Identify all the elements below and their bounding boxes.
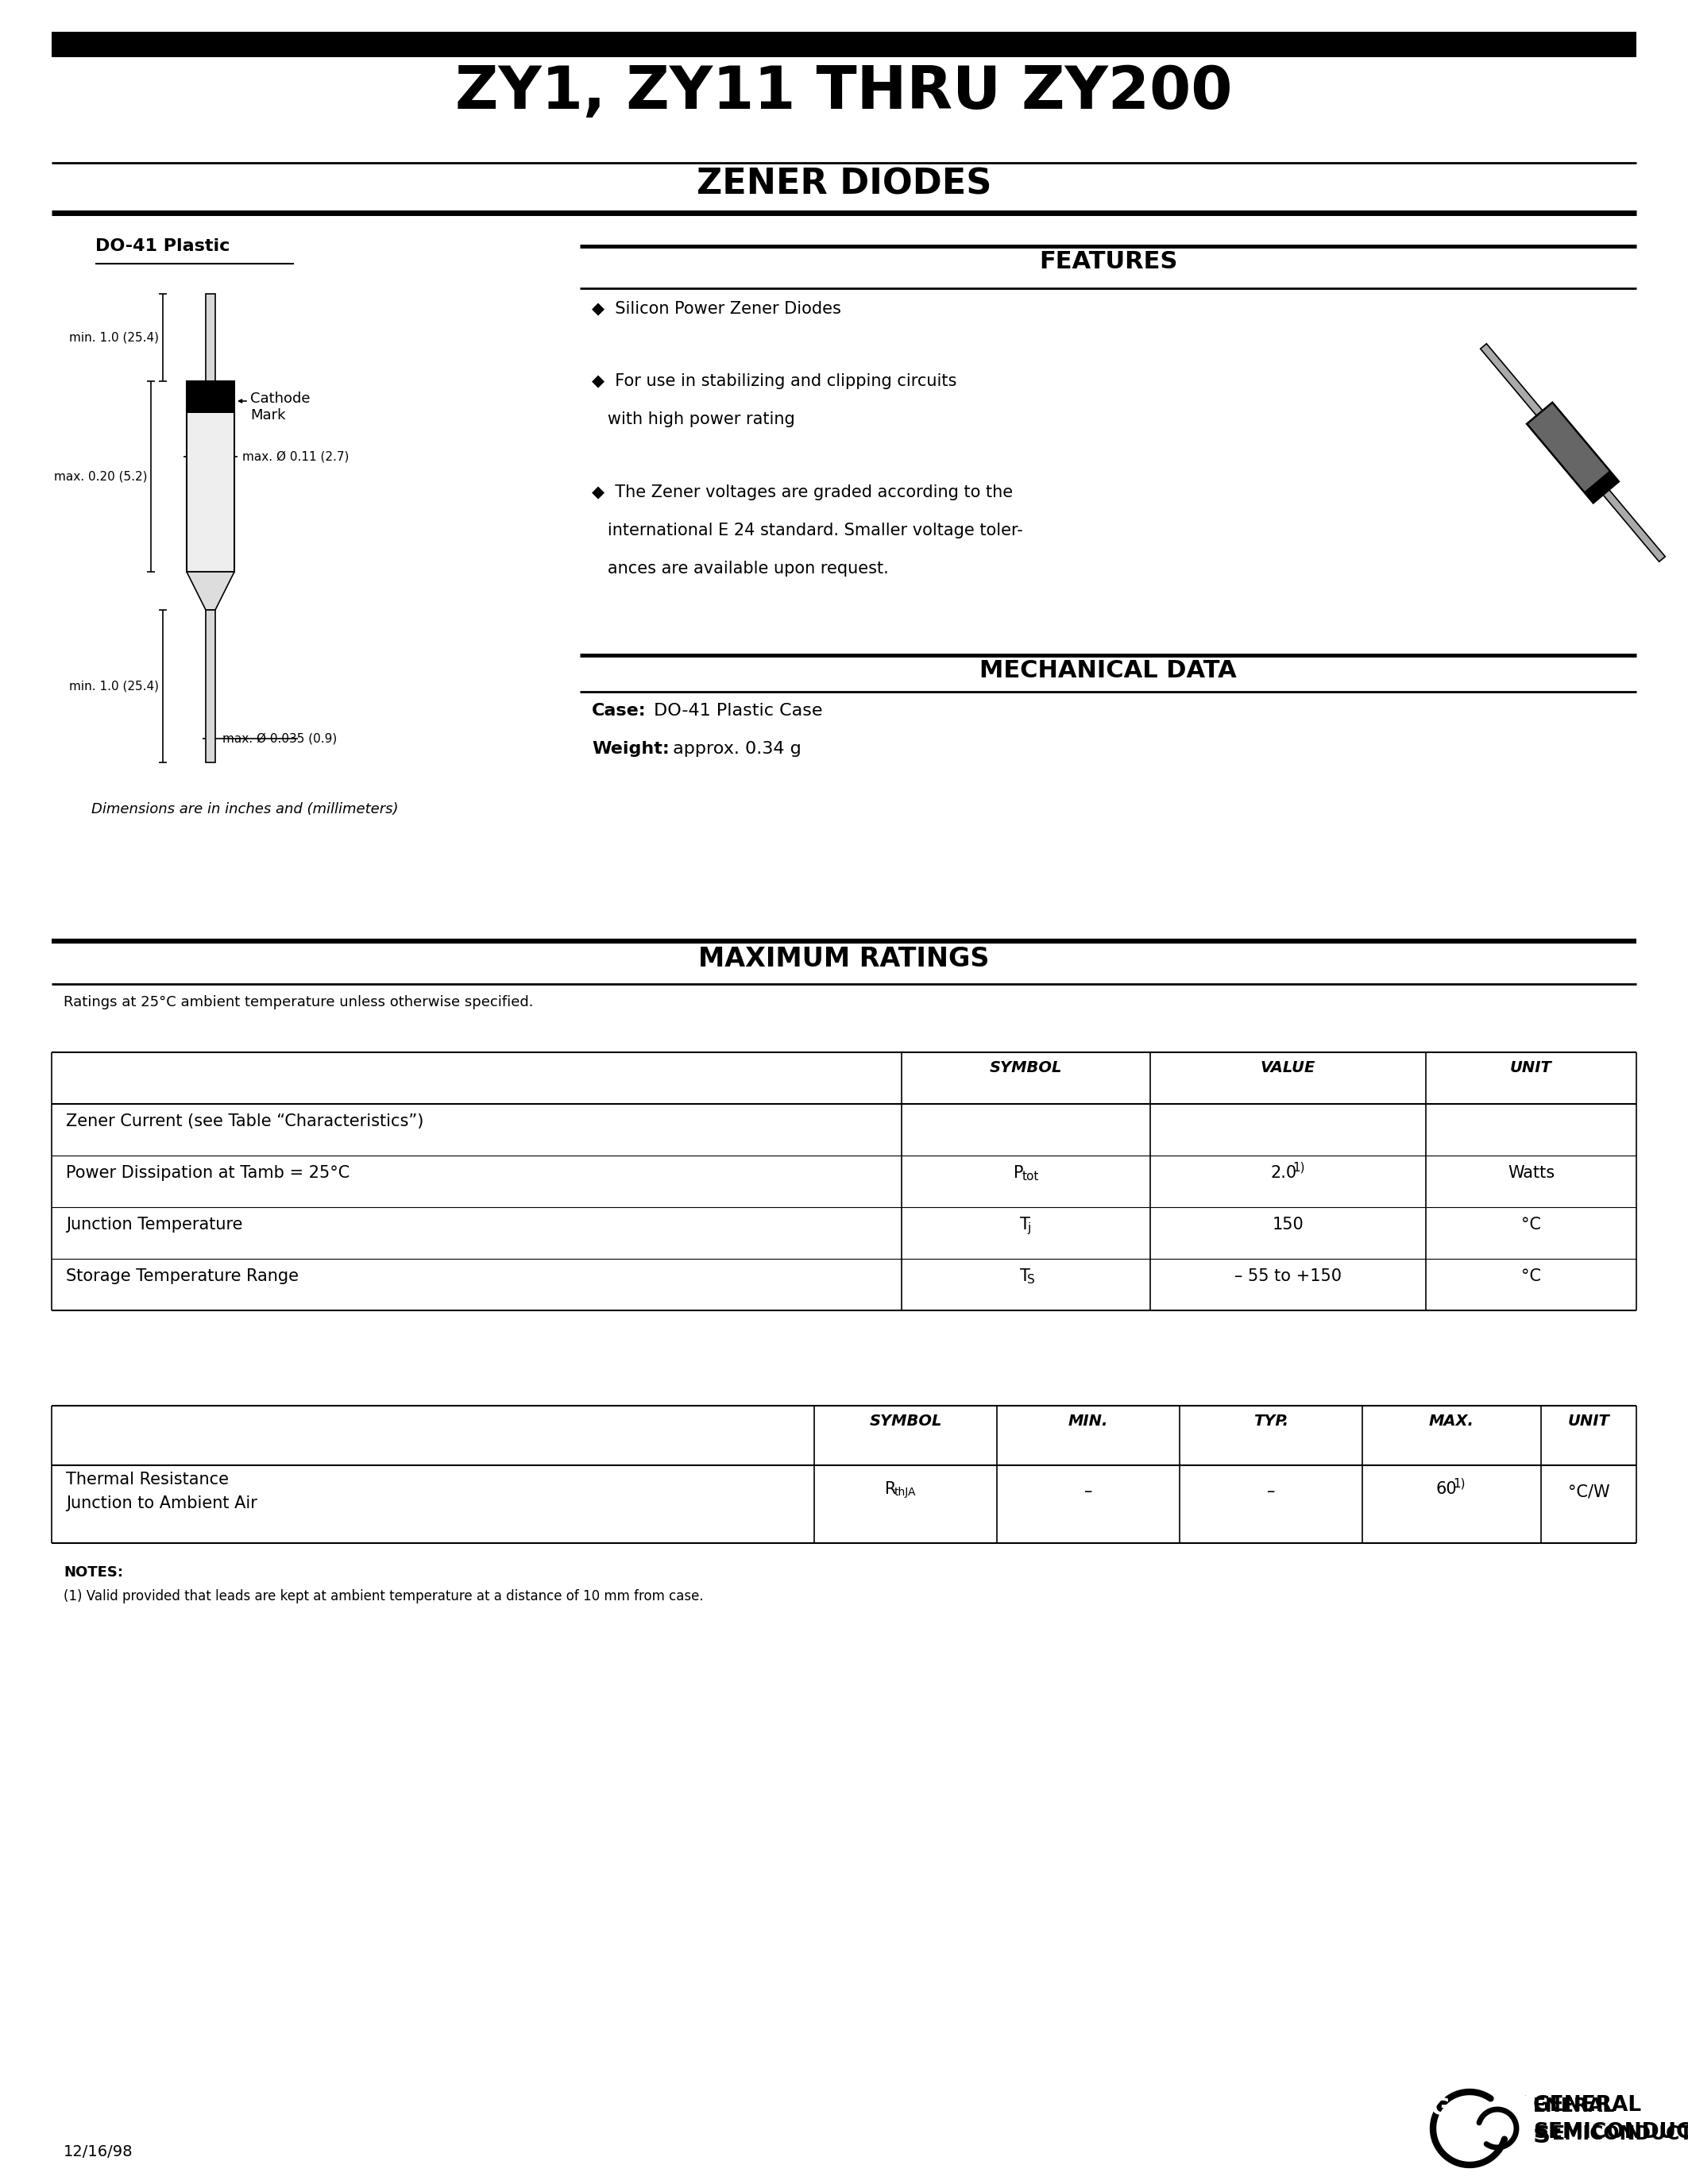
Text: ances are available upon request.: ances are available upon request. bbox=[592, 561, 888, 577]
Text: Power Dissipation at Tamb = 25°C: Power Dissipation at Tamb = 25°C bbox=[66, 1164, 349, 1182]
Text: UNIT: UNIT bbox=[1568, 1413, 1610, 1428]
Text: international E 24 standard. Smaller voltage toler-: international E 24 standard. Smaller vol… bbox=[592, 522, 1023, 539]
Text: Ratings at 25°C ambient temperature unless otherwise specified.: Ratings at 25°C ambient temperature unle… bbox=[64, 996, 533, 1009]
Text: ENERAL: ENERAL bbox=[1533, 2097, 1615, 2116]
Text: approx. 0.34 g: approx. 0.34 g bbox=[667, 740, 802, 758]
Bar bbox=[206, 609, 216, 762]
Text: min. 1.0 (25.4): min. 1.0 (25.4) bbox=[69, 679, 159, 692]
Text: Junction Temperature: Junction Temperature bbox=[66, 1216, 243, 1232]
Bar bbox=[187, 382, 235, 413]
Text: –: – bbox=[1084, 1483, 1092, 1500]
Text: 60: 60 bbox=[1436, 1481, 1457, 1496]
Text: 1): 1) bbox=[1453, 1476, 1465, 1489]
Text: max. 0.20 (5.2): max. 0.20 (5.2) bbox=[54, 470, 147, 483]
Text: ZENER DIODES: ZENER DIODES bbox=[697, 166, 991, 201]
Bar bbox=[187, 382, 235, 572]
Text: SYMBOL: SYMBOL bbox=[869, 1413, 942, 1428]
Text: Case:: Case: bbox=[592, 703, 647, 719]
Text: S: S bbox=[1533, 2125, 1551, 2147]
Text: ZY1, ZY11 THRU ZY200: ZY1, ZY11 THRU ZY200 bbox=[456, 63, 1232, 122]
Text: Dimensions are in inches and (millimeters): Dimensions are in inches and (millimeter… bbox=[91, 802, 398, 817]
Bar bbox=[1480, 343, 1543, 415]
Text: 150: 150 bbox=[1273, 1216, 1303, 1232]
Text: T: T bbox=[1020, 1269, 1030, 1284]
Text: DO-41 Plastic Case: DO-41 Plastic Case bbox=[648, 703, 822, 719]
Text: 2.0: 2.0 bbox=[1271, 1164, 1296, 1182]
Text: 1): 1) bbox=[1293, 1162, 1305, 1173]
Text: – 55 to +150: – 55 to +150 bbox=[1234, 1269, 1342, 1284]
Text: Cathode
Mark: Cathode Mark bbox=[250, 391, 311, 422]
Text: °C: °C bbox=[1521, 1269, 1541, 1284]
Text: UNIT: UNIT bbox=[1511, 1059, 1551, 1075]
Bar bbox=[1604, 489, 1666, 561]
Text: MIN.: MIN. bbox=[1069, 1413, 1109, 1428]
Text: tot: tot bbox=[1021, 1171, 1038, 1182]
Text: max. Ø 0.035 (0.9): max. Ø 0.035 (0.9) bbox=[223, 732, 338, 745]
Text: max. Ø 0.11 (2.7): max. Ø 0.11 (2.7) bbox=[243, 450, 349, 463]
Text: °C: °C bbox=[1521, 1216, 1541, 1232]
Text: SYMBOL: SYMBOL bbox=[989, 1059, 1062, 1075]
Text: DO-41 Plastic: DO-41 Plastic bbox=[95, 238, 230, 253]
Text: ◆  Silicon Power Zener Diodes: ◆ Silicon Power Zener Diodes bbox=[592, 299, 841, 317]
Text: MAXIMUM RATINGS: MAXIMUM RATINGS bbox=[699, 946, 989, 972]
Text: GENERAL: GENERAL bbox=[1533, 2094, 1642, 2116]
Text: R: R bbox=[885, 1481, 896, 1496]
Text: Thermal Resistance: Thermal Resistance bbox=[66, 1472, 230, 1487]
Text: EMICONDUCTOR: EMICONDUCTOR bbox=[1553, 2125, 1688, 2143]
Text: ◆  The Zener voltages are graded according to the: ◆ The Zener voltages are graded accordin… bbox=[592, 485, 1013, 500]
Text: Storage Temperature Range: Storage Temperature Range bbox=[66, 1269, 299, 1284]
Text: T: T bbox=[1020, 1216, 1030, 1232]
Text: 12/16/98: 12/16/98 bbox=[64, 2145, 133, 2160]
Text: P: P bbox=[1013, 1164, 1023, 1182]
Text: Zener Current (see Table “Characteristics”): Zener Current (see Table “Characteristic… bbox=[66, 1114, 424, 1129]
Text: –: – bbox=[1266, 1483, 1274, 1500]
Bar bbox=[206, 295, 216, 382]
Bar bbox=[1528, 402, 1619, 502]
Text: MECHANICAL DATA: MECHANICAL DATA bbox=[979, 660, 1237, 681]
Text: (1) Valid provided that leads are kept at ambient temperature at a distance of 1: (1) Valid provided that leads are kept a… bbox=[64, 1588, 704, 1603]
Text: S: S bbox=[1028, 1273, 1035, 1286]
Text: ◆  For use in stabilizing and clipping circuits: ◆ For use in stabilizing and clipping ci… bbox=[592, 373, 957, 389]
Text: FEATURES: FEATURES bbox=[1038, 251, 1178, 273]
Text: SEMICONDUCTOR®: SEMICONDUCTOR® bbox=[1533, 2123, 1688, 2143]
Text: j: j bbox=[1028, 1223, 1031, 1234]
Bar bbox=[52, 33, 1636, 57]
Text: G: G bbox=[1430, 2097, 1450, 2121]
Text: TYP.: TYP. bbox=[1254, 1413, 1288, 1428]
Text: NOTES:: NOTES: bbox=[64, 1566, 123, 1579]
Polygon shape bbox=[187, 572, 235, 609]
Text: MAX.: MAX. bbox=[1430, 1413, 1474, 1428]
Bar bbox=[1583, 470, 1619, 502]
Text: with high power rating: with high power rating bbox=[592, 411, 795, 428]
Text: °C/W: °C/W bbox=[1568, 1483, 1610, 1500]
Text: VALUE: VALUE bbox=[1261, 1059, 1315, 1075]
Text: Weight:: Weight: bbox=[592, 740, 670, 758]
Text: Watts: Watts bbox=[1507, 1164, 1555, 1182]
Text: Junction to Ambient Air: Junction to Ambient Air bbox=[66, 1496, 257, 1511]
Text: thJA: thJA bbox=[895, 1487, 917, 1498]
Text: min. 1.0 (25.4): min. 1.0 (25.4) bbox=[69, 332, 159, 343]
